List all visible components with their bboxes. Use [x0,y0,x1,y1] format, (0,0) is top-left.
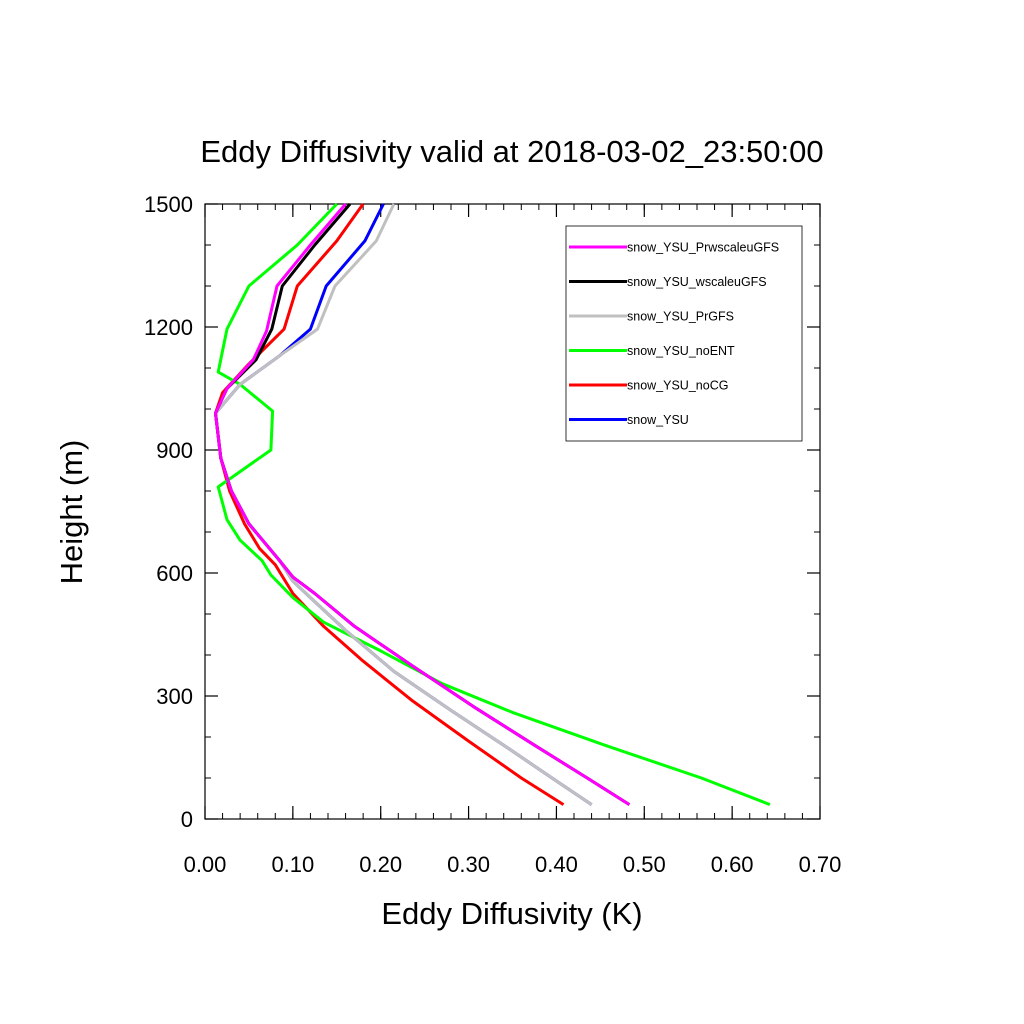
series-line-snow_YSU [214,203,593,806]
y-tick-label: 1200 [144,315,193,340]
legend-label: snow_YSU_noCG [627,379,728,393]
x-axis-label: Eddy Diffusivity (K) [381,896,642,931]
x-tick-label: 0.00 [184,852,227,877]
plot-area [204,203,821,820]
series-line-snow_YSU_noENT [216,202,771,806]
x-tick-label: 0.20 [359,852,402,877]
plot-frame [204,203,821,820]
y-tick-label: 900 [156,438,193,463]
x-tick-label: 0.70 [799,852,842,877]
y-tick-label: 1500 [144,192,193,217]
series-lines [214,202,771,806]
y-axis: 0 300 600 900 1200 1500 [144,192,820,832]
y-tick-label: 300 [156,684,193,709]
series-line-snow_YSU_PrGFS [214,203,593,806]
x-tick-label: 0.30 [447,852,490,877]
legend-label: snow_YSU [627,413,689,427]
y-tick-label: 0 [181,807,193,832]
legend-label: snow_YSU_PrGFS [627,310,734,324]
chart-title: Eddy Diffusivity valid at 2018-03-02_23:… [200,134,823,169]
legend-label: snow_YSU_PrwscaleuGFS [627,241,779,255]
series-line-snow_YSU_noCG [214,203,565,806]
x-tick-label: 0.50 [623,852,666,877]
legend: snow_YSU_PrwscaleuGFS snow_YSU_wscaleuGFS… [565,225,803,442]
legend-label: snow_YSU_wscaleuGFS [627,275,767,289]
series-line-snow_YSU_PrwscaleuGFS [214,203,631,806]
x-tick-label: 0.10 [271,852,314,877]
x-tick-label: 0.60 [711,852,754,877]
legend-box [565,225,803,442]
legend-label: snow_YSU_noENT [627,344,735,358]
y-tick-label: 600 [156,561,193,586]
x-tick-label: 0.40 [535,852,578,877]
y-axis-label: Height (m) [54,440,89,585]
